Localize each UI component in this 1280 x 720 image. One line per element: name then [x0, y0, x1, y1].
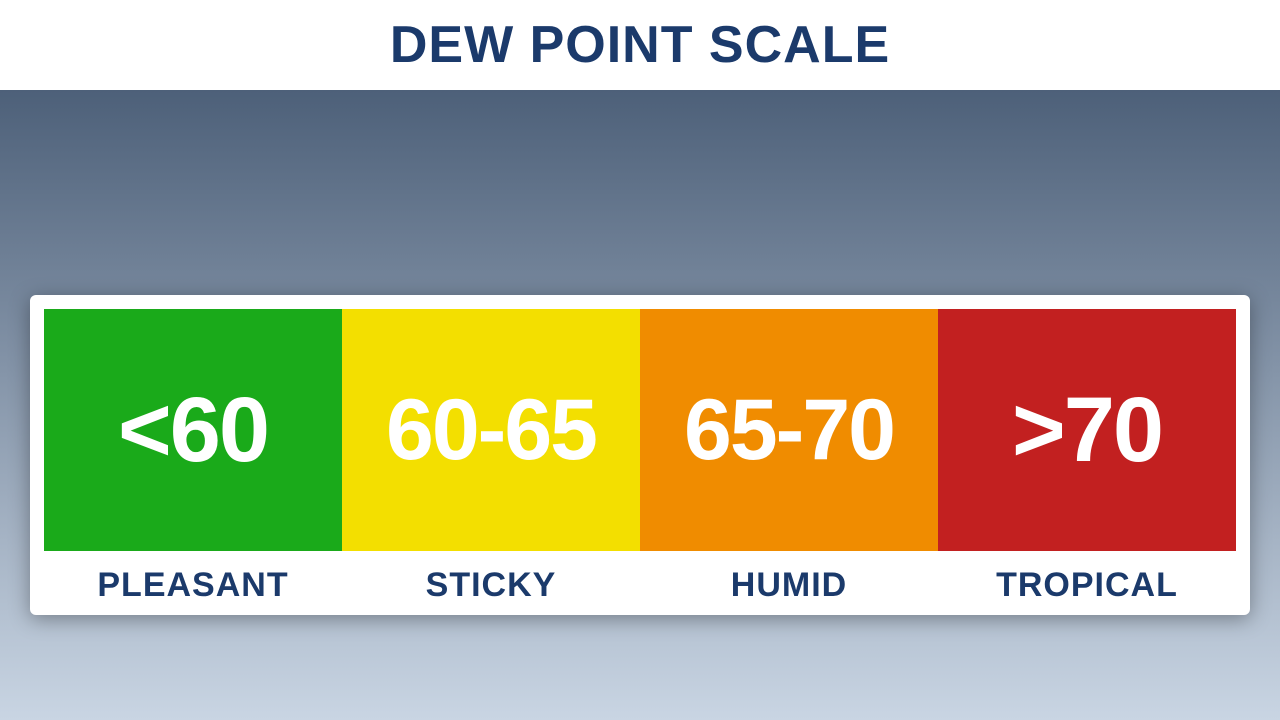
segment-label: PLEASANT	[44, 566, 342, 605]
segment-sticky: 60-65	[342, 309, 640, 551]
gradient-background: <60 60-65 65-70 >70 PLEASANT STICKY HUMI…	[0, 90, 1280, 720]
segment-value: >70	[1012, 378, 1162, 483]
page-title: DEW POINT SCALE	[390, 15, 890, 75]
segment-label: TROPICAL	[938, 566, 1236, 605]
segment-label: STICKY	[342, 566, 640, 605]
segment-label: HUMID	[640, 566, 938, 605]
segments-row: <60 60-65 65-70 >70	[44, 309, 1236, 551]
segment-value: 60-65	[386, 381, 596, 480]
segment-humid: 65-70	[640, 309, 938, 551]
segment-tropical: >70	[938, 309, 1236, 551]
scale-card: <60 60-65 65-70 >70 PLEASANT STICKY HUMI…	[30, 295, 1250, 615]
segment-value: 65-70	[684, 381, 894, 480]
segment-value: <60	[118, 378, 268, 483]
header: DEW POINT SCALE	[0, 0, 1280, 90]
labels-row: PLEASANT STICKY HUMID TROPICAL	[44, 551, 1236, 605]
segment-pleasant: <60	[44, 309, 342, 551]
